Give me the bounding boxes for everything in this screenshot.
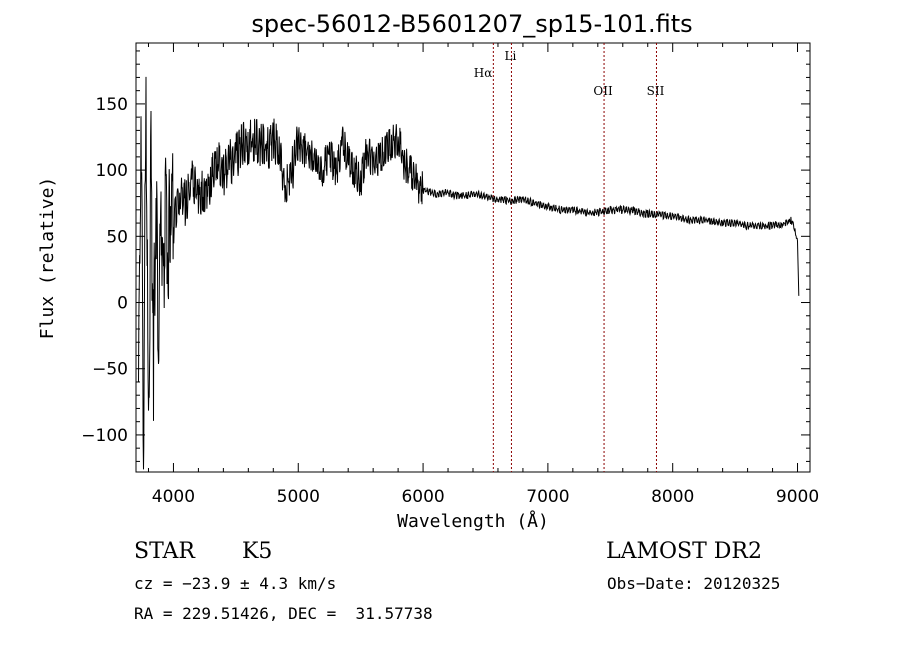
x-tick-label: 5000 — [277, 487, 320, 507]
y-tick-label: 150 — [96, 95, 128, 115]
coordinates-text: RA = 229.51426, DEC = 31.57738 — [134, 604, 433, 623]
y-tick-label: −50 — [92, 360, 128, 380]
redshift-text: cz = −23.9 ± 4.3 km/s — [134, 574, 337, 593]
object-subclass: K5 — [242, 539, 273, 564]
plot-frame — [135, 42, 811, 473]
survey-label: LAMOST DR2 — [606, 539, 762, 564]
x-tick-label: 7000 — [526, 487, 569, 507]
axis-ticks: 4000 5000 6000 7000 8000 9000 −100 −50 0 50 100 150 — [81, 43, 819, 507]
line-marker-label: Li — [505, 49, 517, 63]
spectrum-line — [138, 76, 800, 470]
x-axis-label: Wavelength (Å) — [397, 510, 549, 532]
y-tick-label: −100 — [81, 426, 128, 446]
line-marker-label: SII — [647, 84, 665, 98]
line-marker-label: OII — [593, 84, 613, 98]
y-tick-label: 100 — [96, 161, 128, 181]
object-class: STAR — [134, 539, 195, 564]
obs-date-text: Obs−Date: 20120325 — [607, 574, 781, 593]
chart-title: spec-56012-B5601207_sp15-101.fits — [251, 10, 692, 38]
line-markers: Hα Li OII SII — [474, 43, 665, 472]
spectrum-chart: spec-56012-B5601207_sp15-101.fits 4000 50… — [37, 10, 819, 532]
line-marker-label: Hα — [474, 66, 493, 80]
x-tick-label: 4000 — [152, 487, 195, 507]
x-tick-label: 6000 — [401, 487, 444, 507]
x-tick-label: 9000 — [776, 487, 819, 507]
y-axis-label: Flux (relative) — [37, 177, 58, 340]
y-tick-label: 50 — [106, 227, 128, 247]
x-tick-label: 8000 — [651, 487, 694, 507]
y-tick-label: 0 — [117, 294, 128, 314]
